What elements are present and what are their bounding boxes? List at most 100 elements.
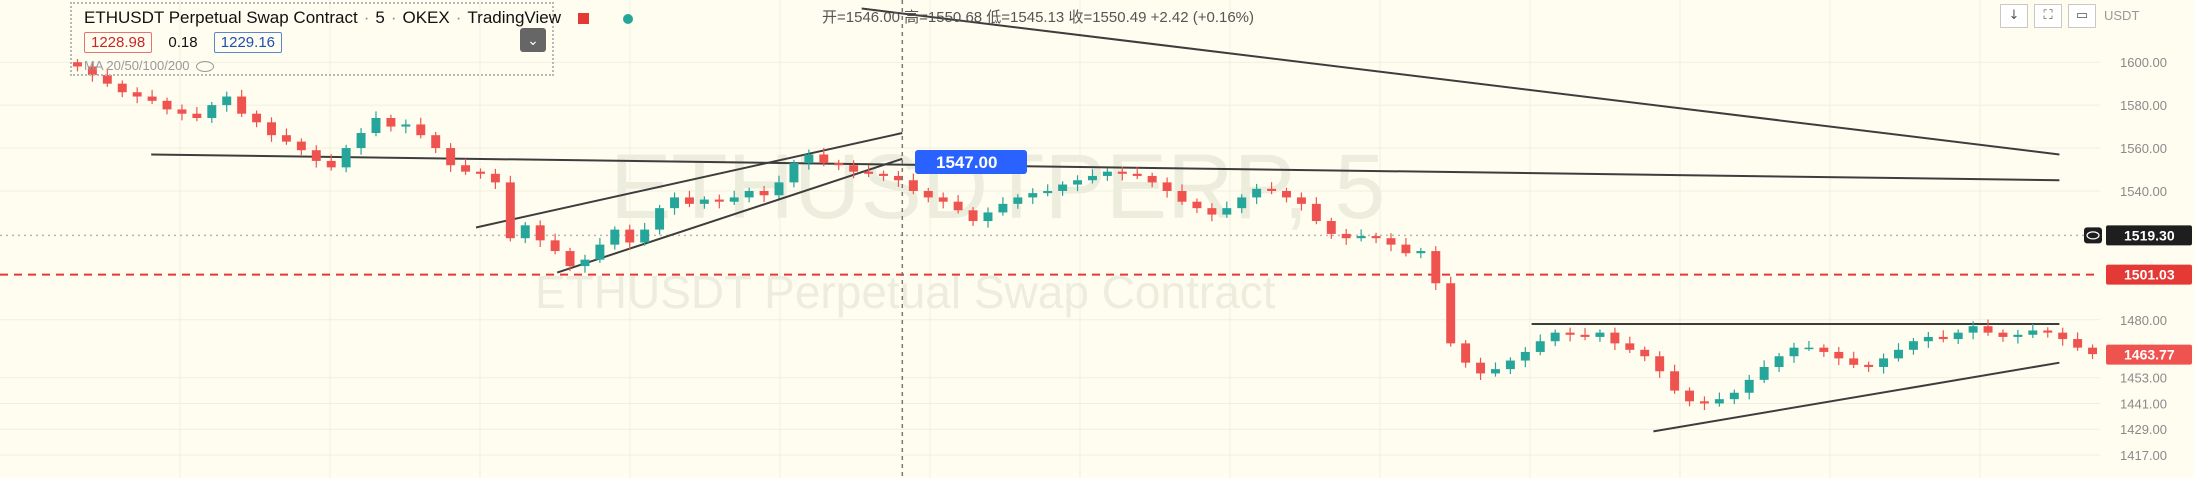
candle-body [1043,190,1053,194]
candle-body [401,124,411,127]
candle-body [1983,326,1993,333]
price-level-label: 1501.03 [2124,267,2175,283]
candle-body [953,201,963,211]
candle-body [1162,182,1172,191]
candle-body [595,244,605,260]
candle-body [879,173,888,176]
candle-body [1834,351,1844,359]
maximize-icon[interactable]: ▭ [2068,4,2096,28]
candle-body [550,240,560,252]
candle-body [505,182,515,239]
candles [72,58,2098,411]
candle-body [1938,336,1948,340]
candle-body [1580,334,1590,337]
fullscreen-icon[interactable]: ⛶ [2034,4,2062,28]
candle-body [1670,371,1680,391]
candle-body [968,210,978,222]
price-tick-label: 1560.00 [2120,141,2167,156]
price-tick-label: 1480.00 [2120,313,2167,328]
collapse-legend-button[interactable]: ⌄ [520,28,546,52]
candle-body [1192,201,1202,209]
candle-body [699,199,709,204]
price-tick-label: 1600.00 [2120,55,2167,70]
arrow-down-icon[interactable]: ↓ [2000,4,2028,28]
price-tick-label: 1417.00 [2120,448,2167,463]
candle-body [1356,236,1366,239]
candle-body [1371,236,1381,239]
candle-body [1491,369,1500,374]
candle-body [1879,358,1889,367]
candle-body [476,171,485,174]
candle-body [864,171,874,174]
spread-value: 0.18 [168,34,198,51]
price-tick-label: 1580.00 [2120,98,2167,113]
candle-body [1864,364,1874,367]
candle-body [416,124,426,136]
candle-body [1341,233,1351,239]
symbol-legend[interactable]: ETHUSDT Perpetual Swap Contract · 5 · OKEX · T… [70,2,633,76]
flag-icon[interactable] [577,13,589,25]
candle-body [1520,351,1530,361]
candle-body [670,197,679,209]
candle-body [908,180,918,191]
candle-body [1028,193,1038,198]
candle-body [1058,184,1068,191]
candle-body [1177,190,1187,202]
candle-body [1505,360,1515,370]
candle-body [2043,330,2053,333]
candle-body [1610,332,1620,344]
candle-body [1699,401,1709,404]
candle-body [162,100,172,110]
candle-body [490,173,500,183]
candle-body [1013,197,1023,204]
candle-body [998,203,1008,213]
candle-body [625,229,635,243]
candle-body [774,182,784,196]
candle-body [1461,343,1471,363]
candle-body [356,133,366,149]
current-price-label: 1463.77 [2124,347,2175,363]
candle-body [1685,390,1694,402]
price-axis-ticks: 1600.00 1580.00 1560.00 1540.00 1480.00 1453.… [2120,55,2167,463]
eye-icon [2084,227,2102,244]
candle-body [1416,251,1426,254]
candle-body [759,190,769,196]
price-level-label: 1519.30 [2124,227,2175,243]
candle-body [1386,238,1396,245]
market-status-icon [622,13,633,24]
candle-body [923,190,933,198]
candle-body [177,109,187,114]
current-price-label-bg [2106,344,2192,365]
candle-body [2028,330,2038,335]
candle-body [1401,244,1411,254]
candle-body [1282,190,1291,198]
candle-body [1789,347,1799,357]
candle-body [610,229,620,245]
candle-body [1446,283,1456,344]
candle-body [1953,332,1963,340]
candle-body [1923,336,1933,342]
price-tick-label: 1441.00 [2120,396,2167,411]
candle-body [281,135,291,142]
price-level-label-bg [2106,225,2192,246]
trendline [556,157,903,274]
candle-body [1102,171,1112,176]
ask-price[interactable]: 1229.16 [213,32,283,53]
grid [0,0,2131,478]
bid-price[interactable]: 1228.98 [84,32,153,53]
candle-body [1117,171,1127,174]
candle-body [1744,379,1754,393]
moving-average-label[interactable]: MA 20/50/100/200 [84,58,190,73]
candle-body [132,92,142,97]
candle-body [1535,341,1545,352]
candle-body [834,163,844,166]
candle-body [804,154,814,164]
candle-body [87,66,97,76]
candle-body [714,199,724,202]
candle-body [1655,356,1665,372]
eye-icon[interactable] [195,61,214,73]
trendline [475,132,903,229]
candle-body [1207,208,1217,215]
candle-body [1565,332,1575,335]
